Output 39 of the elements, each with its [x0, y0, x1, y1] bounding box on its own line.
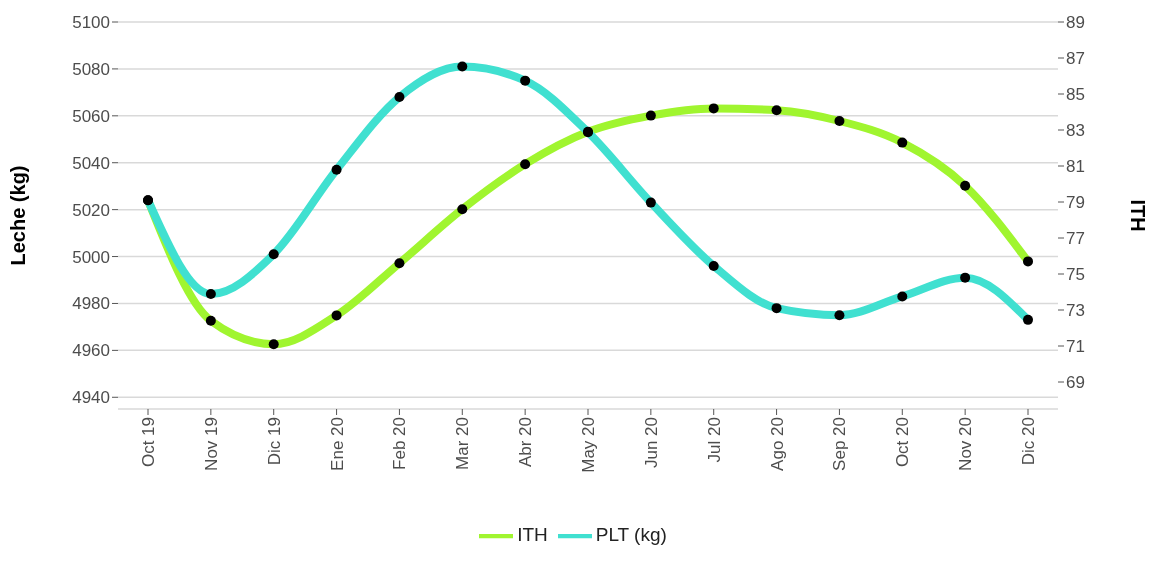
legend-label: ITH — [517, 524, 548, 546]
y2-tick-label: 85 — [1066, 85, 1085, 105]
y-tick-label: 5000 — [72, 247, 110, 267]
y2-tick-label: 89 — [1066, 13, 1085, 33]
x-tick-label: Abr 20 — [516, 417, 536, 468]
y-tick-label: 4960 — [72, 341, 110, 361]
x-tick-label: Dic 19 — [264, 417, 284, 466]
x-tick-label: Oct 20 — [893, 417, 913, 468]
y2-tick-label: 77 — [1066, 229, 1085, 249]
y2-tick-label: 81 — [1066, 157, 1085, 177]
y2-tick-label: 79 — [1066, 193, 1085, 213]
x-tick-label: Oct 19 — [139, 417, 159, 468]
x-tick-label: Jul 20 — [704, 417, 724, 463]
y2-tick-label: 69 — [1066, 373, 1085, 393]
y-tick-label: 5020 — [72, 200, 110, 220]
y2-tick-label: 83 — [1066, 121, 1085, 141]
x-tick-label: Nov 20 — [956, 417, 976, 471]
x-tick-label: Ago 20 — [767, 417, 787, 471]
y2-axis-title: ITH — [1126, 199, 1149, 232]
y-tick-label: 5040 — [72, 153, 110, 173]
x-tick-label: Feb 20 — [390, 417, 410, 470]
y2-tick-label: 73 — [1066, 301, 1085, 321]
y2-tick-label: 87 — [1066, 49, 1085, 69]
x-tick-label: Sep 20 — [830, 417, 850, 471]
y-tick-label: 4940 — [72, 388, 110, 408]
legend-label: PLT (kg) — [595, 524, 667, 546]
x-tick-label: Ene 20 — [327, 417, 347, 471]
y-tick-label: 4980 — [72, 294, 110, 314]
y-axis-title: Leche (kg) — [7, 165, 30, 266]
y-tick-label: 5100 — [72, 13, 110, 33]
x-tick-label: Jun 20 — [641, 417, 661, 469]
x-tick-label: Mar 20 — [453, 417, 473, 470]
y-tick-label: 5080 — [72, 59, 110, 79]
y2-tick-label: 71 — [1066, 337, 1085, 357]
x-tick-label: Dic 20 — [1019, 417, 1039, 466]
x-tick-label: May 20 — [579, 417, 599, 473]
x-tick-label: Nov 19 — [201, 417, 221, 471]
y2-tick-label: 75 — [1066, 265, 1085, 285]
y-tick-label: 5060 — [72, 106, 110, 126]
